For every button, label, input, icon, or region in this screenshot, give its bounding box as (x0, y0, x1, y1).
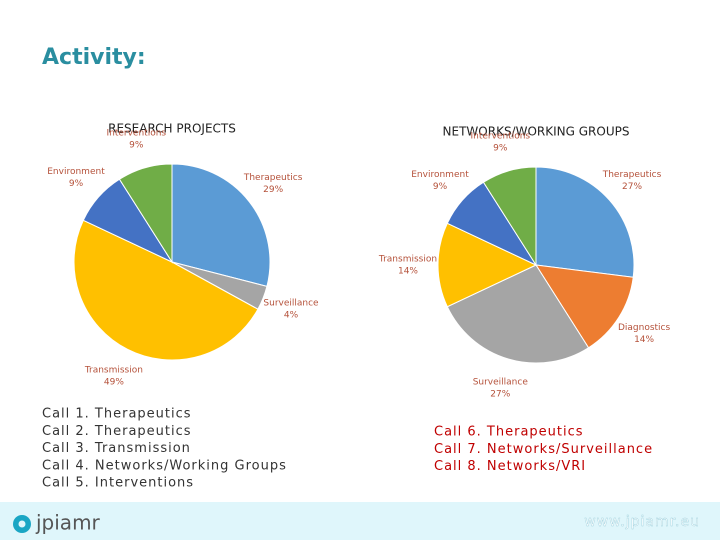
slice-label-name: Therapeutics (243, 173, 303, 183)
call-item: Call 5. Interventions (42, 476, 194, 491)
slice-label-value: 4% (284, 311, 299, 321)
call-item: Call 1. Therapeutics (42, 407, 192, 422)
slide-title: Activity: (42, 45, 146, 70)
slice-label-value: 9% (69, 179, 84, 189)
slice-label: Diagnostics 14% (618, 323, 671, 345)
slice-label: Surveillance 27% (473, 377, 529, 399)
call-item: Call 8. Networks/VRI (434, 459, 586, 474)
call-item: Call 3. Transmission (42, 441, 191, 456)
slice-label-value: 27% (490, 389, 510, 399)
slice-label-name: Environment (411, 170, 469, 180)
slice-label-name: Interventions (470, 132, 530, 142)
pie-slice (482, 166, 537, 267)
call-item: Call 4. Networks/Working Groups (42, 458, 287, 473)
footer-url: www.jpiamr.eu (584, 514, 700, 530)
pie-slice (446, 264, 590, 364)
slice-label-value: 27% (622, 182, 642, 192)
slice-label: Surveillance 4% (263, 299, 319, 321)
slice-label-name: Surveillance (473, 377, 529, 387)
logo-text: jpiamr (35, 511, 101, 535)
slice-label: Therapeutics 27% (602, 170, 662, 192)
slice-label: Therapeutics 29% (243, 173, 303, 195)
slice-label: Environment 9% (411, 170, 469, 192)
slice-label-name: Therapeutics (602, 170, 662, 180)
call-item: Call 7. Networks/Surveillance (434, 442, 653, 457)
call-item: Call 2. Therapeutics (42, 424, 192, 439)
footer-bar (0, 502, 720, 540)
slice-label-name: Transmission (378, 255, 437, 265)
slice-label: Transmission 14% (378, 255, 437, 277)
slice-label-name: Surveillance (263, 299, 319, 309)
slice-label-value: 14% (634, 335, 654, 345)
pie-slice (171, 163, 271, 287)
slice-label-name: Diagnostics (618, 323, 671, 333)
slice-label-value: 9% (433, 182, 448, 192)
logo-icon-center (18, 520, 26, 528)
slice-label: Interventions 9% (470, 132, 530, 154)
slice-label-name: Transmission (84, 366, 143, 376)
slice-label: Transmission 49% (84, 366, 143, 388)
slice-label-value: 49% (104, 378, 124, 388)
slice-label-value: 9% (493, 144, 508, 154)
slice-label-name: Environment (47, 167, 105, 177)
pie-title: NETWORKS/WORKING GROUPS (443, 125, 630, 139)
pie-slice (118, 163, 173, 264)
slice-label-value: 14% (398, 267, 418, 277)
slice-label-name: Interventions (106, 129, 166, 139)
pie-slice (535, 166, 635, 278)
slice-label-value: 9% (129, 141, 144, 151)
pie-title: RESEARCH PROJECTS (108, 122, 236, 136)
pie-slice (437, 222, 538, 308)
slice-label-value: 29% (263, 185, 283, 195)
pie-slice (535, 264, 634, 349)
slice-label: Interventions 9% (106, 129, 166, 151)
slice-label: Environment 9% (47, 167, 105, 189)
pie-slice (73, 219, 259, 361)
call-item: Call 6. Therapeutics (434, 425, 584, 440)
